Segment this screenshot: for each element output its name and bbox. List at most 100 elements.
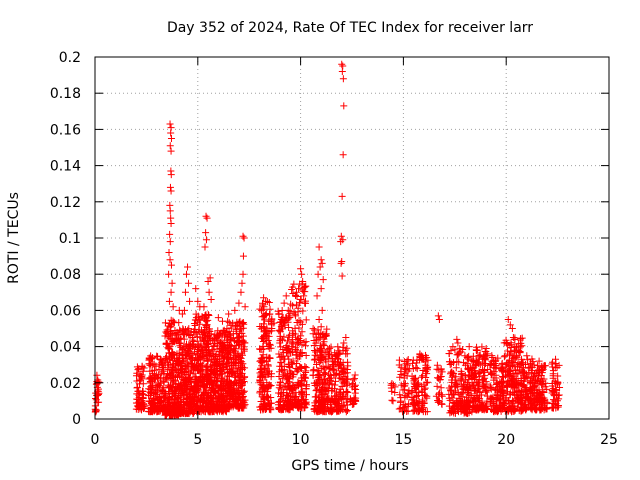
data-point [239, 270, 247, 278]
data-point [211, 388, 219, 396]
y-tick-label: 0.1 [59, 231, 81, 247]
data-point [172, 380, 180, 388]
data-point [453, 335, 461, 343]
data-point [194, 312, 202, 320]
data-point [139, 387, 147, 395]
data-point [316, 334, 324, 342]
data-point [330, 371, 338, 379]
data-point [338, 272, 346, 280]
data-point [465, 343, 473, 351]
x-tick-label: 20 [497, 432, 515, 448]
data-point [280, 299, 288, 307]
data-point [152, 388, 160, 396]
data-point [292, 392, 300, 400]
data-point [209, 407, 217, 415]
data-point [291, 330, 299, 338]
data-point [293, 293, 301, 301]
data-point [349, 376, 357, 384]
data-point [187, 386, 195, 394]
data-point [190, 356, 198, 364]
y-tick-label: 0.18 [50, 86, 81, 102]
data-point [285, 406, 293, 414]
data-point [192, 402, 200, 410]
data-point [316, 354, 324, 362]
data-point [192, 285, 200, 293]
data-point [434, 397, 442, 405]
data-point [325, 379, 333, 387]
data-point [329, 366, 337, 374]
data-point [177, 403, 185, 411]
data-point [181, 288, 189, 296]
data-point [168, 366, 176, 374]
data-point [202, 212, 210, 220]
data-point [264, 361, 272, 369]
data-point [301, 373, 309, 381]
data-point [302, 381, 310, 389]
data-point [411, 374, 419, 382]
data-point [288, 386, 296, 394]
data-point [422, 379, 430, 387]
y-tick-label: 0.14 [50, 159, 81, 175]
data-point [194, 345, 202, 353]
data-point [238, 279, 246, 287]
data-point [415, 388, 423, 396]
data-point [503, 340, 511, 348]
data-point [232, 321, 240, 329]
data-point [227, 380, 235, 388]
data-point [201, 331, 209, 339]
data-point [184, 358, 192, 366]
data-point [237, 382, 245, 390]
data-point [351, 396, 359, 404]
data-point [302, 368, 310, 376]
data-point [401, 365, 409, 373]
data-point [293, 351, 301, 359]
data-point [291, 394, 299, 402]
data-point [234, 350, 242, 358]
data-point [283, 376, 291, 384]
data-point [260, 303, 268, 311]
data-point [216, 339, 224, 347]
data-point [339, 394, 347, 402]
data-point [198, 335, 206, 343]
data-point [165, 411, 173, 419]
data-point [523, 352, 531, 360]
data-point [157, 374, 165, 382]
data-point [182, 380, 190, 388]
data-point [280, 348, 288, 356]
data-point [324, 384, 332, 392]
data-point [388, 387, 396, 395]
data-point [193, 378, 201, 386]
data-point [227, 395, 235, 403]
y-tick-label: 0 [72, 412, 81, 428]
data-point [230, 351, 238, 359]
data-point [284, 318, 292, 326]
data-point [228, 391, 236, 399]
data-point [164, 359, 172, 367]
data-point [240, 320, 248, 328]
data-point [182, 355, 190, 363]
data-point [238, 349, 246, 357]
data-point [237, 373, 245, 381]
x-tick-label: 10 [292, 432, 310, 448]
data-point [238, 404, 246, 412]
data-point [193, 337, 201, 345]
data-point [321, 391, 329, 399]
data-point [133, 395, 141, 403]
y-tick-labels: 0 0.02 0.04 0.06 0.08 0.1 0.12 0.14 0.16 0.18 0.2 [50, 50, 81, 428]
data-point [207, 366, 215, 374]
data-point [266, 340, 274, 348]
data-point [214, 314, 222, 322]
data-point [207, 330, 215, 338]
data-point [182, 270, 190, 278]
x-tick-label: 15 [394, 432, 412, 448]
data-point [205, 288, 213, 296]
data-point [287, 359, 295, 367]
data-point [421, 384, 429, 392]
data-point [298, 349, 306, 357]
data-point [214, 387, 222, 395]
data-point [264, 399, 272, 407]
data-point [153, 395, 161, 403]
data-point [240, 234, 248, 242]
data-point [134, 366, 142, 374]
data-point [330, 360, 338, 368]
